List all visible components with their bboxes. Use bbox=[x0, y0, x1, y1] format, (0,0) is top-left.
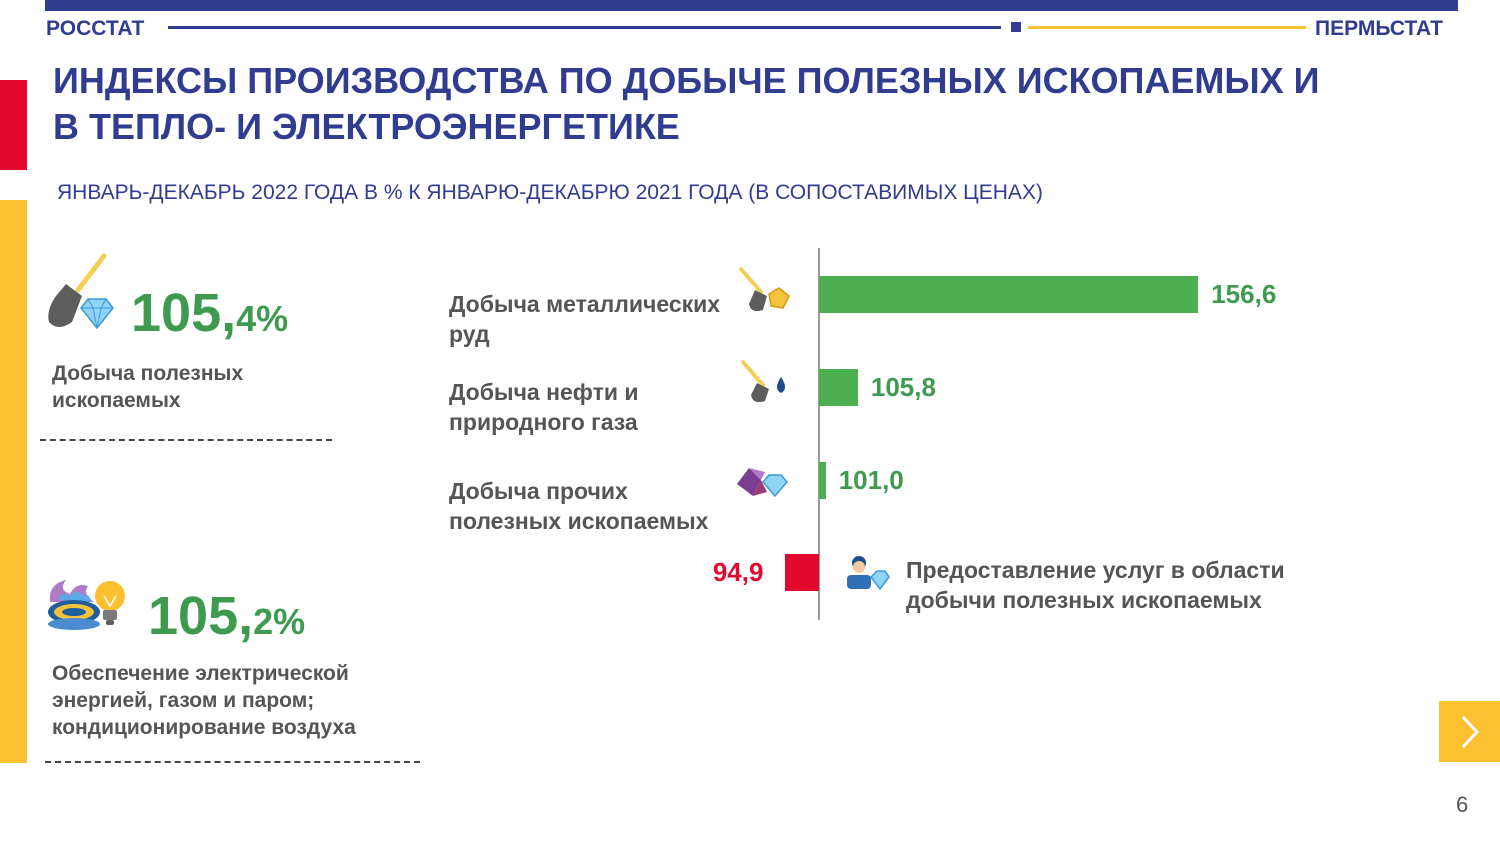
kpi-energy-label-line1: Обеспечение электрической bbox=[52, 662, 349, 685]
permstat-brand: ПЕРМЬСТАТ bbox=[1315, 17, 1443, 40]
category-label-line: Добыча прочих bbox=[449, 478, 628, 504]
category-label-line: Добыча металлических bbox=[449, 291, 721, 317]
shovel-oil-drop-icon bbox=[741, 360, 785, 403]
chevron-right-icon bbox=[1461, 715, 1480, 749]
category-label-oil-gas: Добыча нефти и природного газа bbox=[449, 377, 639, 437]
chart-bar-other-minerals bbox=[819, 462, 826, 499]
header-top-bar bbox=[45, 0, 1458, 11]
shovel-gold-icon bbox=[739, 267, 790, 312]
kpi-energy-label-line3: кондиционирование воздуха bbox=[52, 716, 356, 739]
value-label-oil-gas: 105,8 bbox=[870, 372, 936, 402]
page-number: 6 bbox=[1456, 792, 1469, 817]
gems-icon bbox=[737, 468, 788, 498]
kpi-energy-frac: 2% bbox=[253, 601, 306, 642]
kpi-energy-int: 105, bbox=[148, 586, 254, 646]
value-label-metal-ores: 156,6 bbox=[1211, 279, 1277, 309]
worker-icon bbox=[847, 556, 890, 591]
category-label-line: природного газа bbox=[449, 409, 638, 435]
chart-bar-oil-gas bbox=[819, 369, 858, 406]
page-title: ИНДЕКСЫ ПРОИЗВОДСТВА ПО ДОБЫЧЕ ПОЛЕЗНЫХ … bbox=[53, 58, 1433, 150]
header-rule-gold bbox=[1028, 26, 1306, 29]
category-label-other-minerals: Добыча прочих полезных ископаемых bbox=[449, 476, 708, 536]
category-label-line: руд bbox=[449, 321, 490, 347]
kpi-mining-label: Добыча полезных ископаемых bbox=[52, 360, 243, 414]
chart-axis-line bbox=[818, 248, 820, 620]
value-label-other-minerals: 101,0 bbox=[838, 465, 904, 495]
kpi-mining-label-line2: ископаемых bbox=[52, 389, 181, 412]
kpi-energy-divider bbox=[45, 761, 420, 763]
category-label-line: Предоставление услуг в области bbox=[906, 557, 1285, 583]
category-label-mining-services: Предоставление услуг в области добычи по… bbox=[906, 555, 1285, 615]
category-label-metal-ores: Добыча металлических руд bbox=[449, 289, 720, 349]
kpi-mining-value: 105,4% bbox=[131, 283, 288, 349]
header-rule-navy bbox=[168, 26, 1001, 29]
chart-bar-metal-ores bbox=[819, 276, 1199, 313]
kpi-mining-label-line1: Добыча полезных bbox=[52, 362, 244, 385]
category-label-line: Добыча нефти и bbox=[449, 379, 639, 405]
next-slide-button[interactable] bbox=[1439, 701, 1500, 762]
category-label-line: полезных ископаемых bbox=[449, 508, 709, 534]
shovel-diamond-icon bbox=[48, 253, 114, 330]
red-accent-bar bbox=[0, 80, 27, 170]
gas-burner-lightbulb-icon bbox=[48, 580, 125, 630]
header-rule-square bbox=[1011, 22, 1021, 32]
kpi-mining-divider bbox=[40, 439, 332, 441]
page-title-line2: В ТЕПЛО- И ЭЛЕКТРОЭНЕРГЕТИКЕ bbox=[53, 106, 680, 147]
chart-bar-mining-services bbox=[784, 554, 819, 591]
kpi-mining-int: 105, bbox=[131, 283, 237, 343]
yellow-accent-bar bbox=[0, 200, 27, 763]
value-label-mining-services: 94,9 bbox=[712, 557, 764, 587]
page-subtitle: ЯНВАРЬ-ДЕКАБРЬ 2022 ГОДА В % К ЯНВАРЮ-ДЕ… bbox=[57, 181, 1043, 204]
kpi-energy-label: Обеспечение электрической энергией, газо… bbox=[52, 660, 356, 741]
category-label-line: добычи полезных ископаемых bbox=[906, 587, 1262, 613]
kpi-mining-frac: 4% bbox=[236, 298, 289, 339]
kpi-energy-label-line2: энергией, газом и паром; bbox=[52, 689, 315, 712]
rosstat-brand: РОССТАТ bbox=[46, 17, 145, 40]
kpi-energy-value: 105,2% bbox=[148, 586, 305, 652]
page-title-line1: ИНДЕКСЫ ПРОИЗВОДСТВА ПО ДОБЫЧЕ ПОЛЕЗНЫХ … bbox=[53, 60, 1320, 101]
